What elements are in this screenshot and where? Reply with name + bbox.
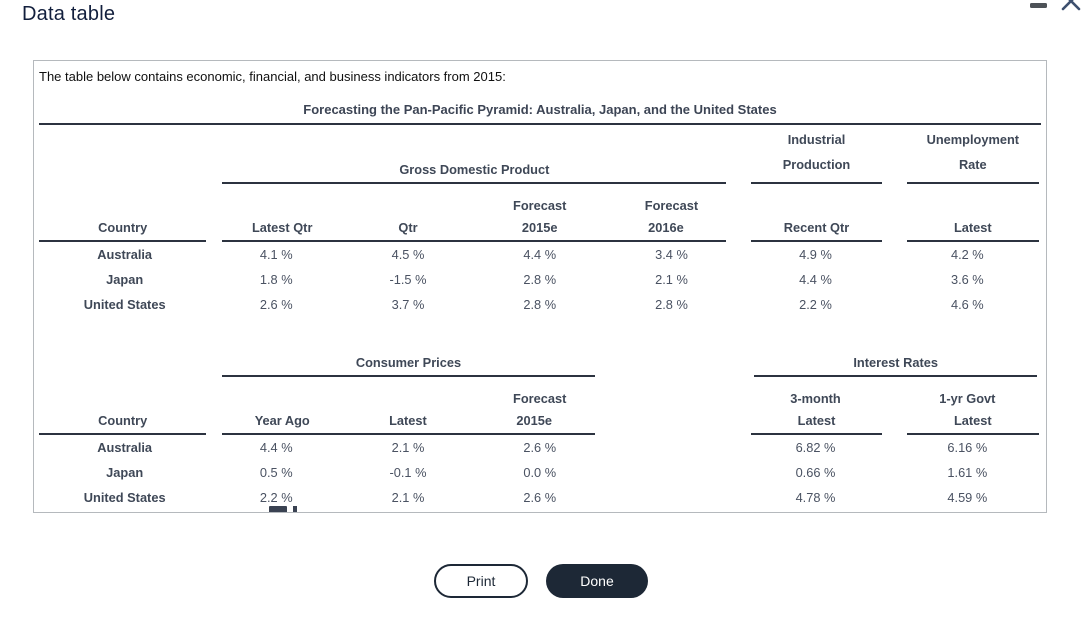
cell-value: 4.1 % [259, 247, 293, 262]
col-header-2016e: 2016e [605, 220, 727, 242]
cell-value: 4.5 % [391, 247, 425, 262]
cell-value: 3.7 % [391, 297, 425, 312]
forecast-label: Forecast [513, 391, 567, 406]
table-row-japan: Japan 0.5 % -0.1 % 0.0 % 0.66 % 1.61 % [39, 460, 1041, 485]
col-header-year-ago: Year Ago [222, 413, 343, 435]
cell-value: -1.5 % [389, 272, 427, 287]
sub-header-1yr-govt: 1-yr Govt [939, 391, 996, 406]
cell-value: 4.9 % [799, 247, 832, 262]
clipped-text-fragment [269, 506, 297, 512]
cell-value: 6.16 % [947, 440, 988, 455]
table-row-japan: Japan 1.8 % -1.5 % 2.8 % 2.1 % 4.4 % 3.6… [39, 267, 1041, 292]
cell-value: 4.4 % [259, 440, 293, 455]
cell-value: 4.59 % [947, 490, 988, 505]
cell-value: 3.4 % [655, 247, 688, 262]
cell-value: 2.1 % [655, 272, 688, 287]
close-icon[interactable] [1061, 0, 1081, 11]
col-header-1yr-latest: Latest [906, 413, 1039, 435]
table-row-australia: Australia 4.4 % 2.1 % 2.6 % 6.82 % 6.16 … [39, 435, 1041, 460]
table-row-australia: Australia 4.1 % 4.5 % 4.4 % 3.4 % 4.9 % … [39, 242, 1041, 267]
country-label: Japan [106, 465, 144, 480]
table-row-united-states: United States 2.2 % 2.1 % 2.6 % 4.78 % 4… [39, 485, 1041, 510]
data-table-panel: The table below contains economic, finan… [33, 60, 1047, 513]
group-header-unemployment-rate: Unemployment Rate [906, 127, 1039, 184]
forecast-label-2015: Forecast [513, 198, 567, 213]
cell-value: 0.66 % [795, 465, 836, 480]
page-title: Data table [22, 3, 116, 25]
col-header-2015e: 2015e [473, 220, 606, 242]
cell-value: 2.2 % [799, 297, 832, 312]
done-button[interactable]: Done [546, 564, 648, 598]
col-header-recent-qtr: Recent Qtr [751, 220, 882, 242]
action-bar: Print Done [0, 564, 1082, 598]
country-label: Australia [97, 247, 153, 262]
cell-value: 1.8 % [259, 272, 293, 287]
cell-value: 2.8 % [523, 297, 557, 312]
cell-value: 4.4 % [523, 247, 557, 262]
indicators-table-bottom: Consumer Prices Interest Rates Forecast … [39, 347, 1041, 510]
country-label: Australia [97, 440, 153, 455]
group-header-gdp: Gross Domestic Product [222, 162, 727, 184]
cell-value: 2.8 % [655, 297, 688, 312]
cell-value: 2.6 % [259, 297, 293, 312]
print-button[interactable]: Print [434, 564, 528, 598]
intro-text: The table below contains economic, finan… [39, 69, 506, 84]
cell-value: 2.1 % [391, 440, 425, 455]
table-title: Forecasting the Pan-Pacific Pyramid: Aus… [303, 102, 777, 117]
minimize-icon[interactable] [1030, 3, 1047, 8]
col-header-latest: Latest [906, 220, 1039, 242]
cell-value: 2.6 % [523, 440, 557, 455]
country-label: United States [83, 490, 166, 505]
col-header-latest: Latest [342, 413, 474, 435]
cell-value: 3.6 % [950, 272, 984, 287]
col-header-3month-latest: Latest [751, 413, 882, 435]
cell-value: 1.61 % [947, 465, 988, 480]
cell-value: 2.8 % [523, 272, 557, 287]
col-header-latest-qtr: Latest Qtr [222, 220, 343, 242]
cell-value: 4.4 % [799, 272, 832, 287]
title-divider [39, 123, 1041, 125]
cell-value: 0.5 % [259, 465, 293, 480]
group-header-consumer-prices: Consumer Prices [222, 355, 595, 377]
forecast-label-2016: Forecast [644, 198, 699, 213]
cell-value: 2.6 % [523, 490, 557, 505]
cell-value: 4.78 % [795, 490, 836, 505]
cell-value: 2.1 % [391, 490, 425, 505]
col-header-country: Country [39, 413, 207, 435]
cell-value: 0.0 % [523, 465, 557, 480]
country-label: Japan [106, 272, 144, 287]
group-header-industrial-production: Industrial Production [751, 127, 882, 184]
group-header-interest-rates: Interest Rates [754, 355, 1037, 377]
cell-value: 4.6 % [950, 297, 984, 312]
col-header-2015e: 2015e [473, 413, 595, 435]
sub-header-3-month: 3-month [790, 391, 841, 406]
cell-value: 2.2 % [259, 490, 293, 505]
table-row-united-states: United States 2.6 % 3.7 % 2.8 % 2.8 % 2.… [39, 292, 1041, 317]
country-label: United States [83, 297, 166, 312]
col-header-country: Country [39, 220, 207, 242]
col-header-qtr: Qtr [342, 220, 474, 242]
cell-value: -0.1 % [389, 465, 427, 480]
cell-value: 6.82 % [795, 440, 836, 455]
cell-value: 4.2 % [950, 247, 984, 262]
indicators-table-top: Gross Domestic Product Industrial Product… [39, 127, 1041, 317]
